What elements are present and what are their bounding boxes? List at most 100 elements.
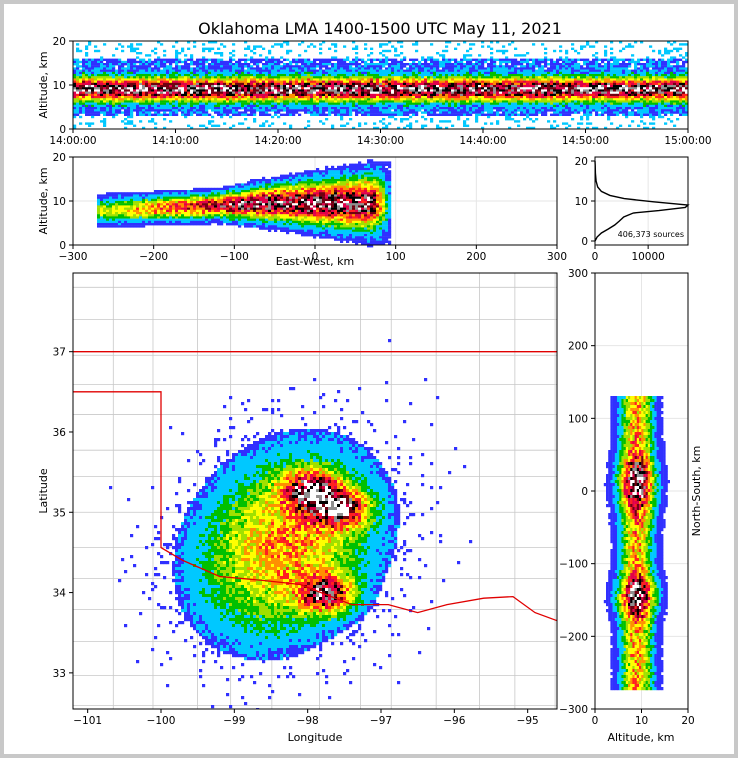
time-height-cell [625, 96, 629, 99]
time-height-cell [319, 69, 323, 72]
time-height-cell [403, 71, 407, 75]
time-height-cell [118, 107, 122, 110]
time-height-cell [550, 107, 554, 110]
time-height-cell [664, 74, 668, 77]
time-height-cell [190, 100, 194, 103]
time-height-cell [370, 78, 374, 81]
time-height-cell [322, 80, 326, 83]
time-height-cell [496, 98, 500, 101]
time-height-cell [148, 87, 152, 90]
time-height-cell [673, 60, 677, 64]
time-height-cell [466, 60, 470, 64]
time-height-cell [148, 54, 152, 57]
time-height-cell [430, 80, 434, 83]
time-height-cell [229, 93, 233, 97]
time-height-cell [463, 87, 467, 90]
time-height-cell [166, 69, 170, 72]
time-height-cell [652, 49, 656, 53]
time-height-cell [610, 76, 614, 79]
time-height-cell [169, 87, 173, 90]
time-height-cell [463, 91, 467, 94]
time-height-cell [277, 100, 281, 103]
time-height-cell [121, 76, 125, 79]
time-height-cell [445, 107, 449, 110]
time-height-cell [115, 69, 119, 72]
time-height-cell [538, 107, 542, 110]
time-height-cell [361, 71, 365, 75]
time-height-cell [658, 58, 662, 61]
time-height-cell [475, 74, 479, 77]
time-height-cell [196, 93, 200, 97]
time-height-cell [481, 87, 485, 90]
time-height-cell [649, 69, 653, 72]
time-height-cell [316, 96, 320, 99]
time-height-cell [682, 104, 686, 108]
time-height-cell [604, 100, 608, 103]
time-height-cell [334, 98, 338, 101]
time-height-cell [643, 96, 647, 99]
time-height-cell [559, 74, 563, 77]
time-height-cell [676, 49, 680, 53]
time-height-cell [295, 87, 299, 90]
time-height-cell [469, 93, 473, 97]
time-height-cell [670, 98, 674, 101]
time-height-cell [265, 93, 269, 97]
time-height-cell [478, 85, 482, 88]
time-height-cell [667, 58, 671, 61]
time-height-cell [256, 45, 260, 48]
time-height-cell [532, 71, 536, 75]
time-height-cell [382, 102, 386, 105]
time-height-cell [286, 85, 290, 88]
time-height-cell [676, 67, 680, 70]
time-height-cell [103, 43, 107, 46]
time-height-cell [352, 102, 356, 105]
time-height-cell [523, 54, 527, 57]
time-height-cell [271, 65, 275, 68]
time-height-cell [382, 87, 386, 90]
time-height-cell [367, 76, 371, 79]
time-height-cell [622, 93, 626, 97]
time-height-cell [154, 100, 158, 103]
time-height-cell [583, 80, 587, 83]
time-height-cell [499, 93, 503, 97]
time-height-cell [175, 52, 179, 55]
time-height-cell [313, 78, 317, 81]
time-height-cell [574, 60, 578, 64]
time-height-cell [439, 85, 443, 88]
time-height-cell [379, 104, 383, 108]
time-height-cell [334, 56, 338, 59]
time-height-cell [598, 63, 602, 66]
time-height-cell [670, 100, 674, 103]
time-height-cell [490, 89, 494, 92]
time-height-cell [445, 102, 449, 105]
time-height-cell [394, 69, 398, 72]
time-height-cell [79, 89, 83, 92]
time-height-cell [670, 96, 674, 99]
time-height-cell [643, 98, 647, 101]
time-height-cell [316, 104, 320, 108]
time-height-cell [598, 74, 602, 77]
time-height-cell [676, 76, 680, 79]
time-height-cell [487, 104, 491, 108]
time-height-cell [325, 58, 329, 61]
time-height-cell [589, 89, 593, 92]
time-height-cell [442, 54, 446, 57]
time-height-cell [607, 85, 611, 88]
time-height-cell [361, 58, 365, 61]
time-height-cell [433, 100, 437, 103]
time-height-cell [676, 82, 680, 86]
time-height-cell [640, 85, 644, 88]
time-height-cell [520, 60, 524, 64]
time-height-cell [142, 76, 146, 79]
time-height-cell [97, 96, 101, 99]
time-height-cell [433, 96, 437, 99]
time-height-cell [214, 91, 218, 94]
time-height-cell [274, 87, 278, 90]
time-height-cell [400, 41, 404, 44]
time-height-cell [655, 102, 659, 105]
time-height-cell [397, 80, 401, 83]
time-height-cell [388, 85, 392, 88]
time-height-cell [259, 71, 263, 75]
time-height-cell [511, 74, 515, 77]
time-height-cell [367, 102, 371, 105]
